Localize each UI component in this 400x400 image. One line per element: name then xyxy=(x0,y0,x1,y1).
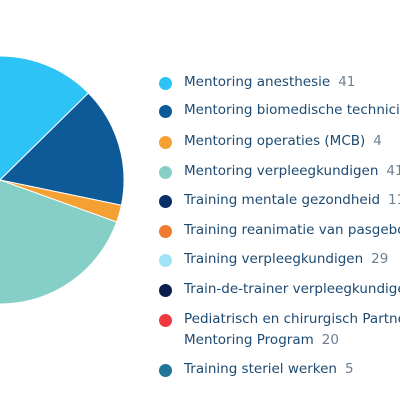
legend-label: Mentoring biomedische technici xyxy=(184,102,400,118)
legend-label: Mentoring verpleegkundigen 41 xyxy=(184,163,400,179)
legend-label: Mentoring Program 20 xyxy=(184,332,339,348)
legend-swatch xyxy=(159,254,172,267)
legend-swatch xyxy=(159,225,172,238)
legend-swatch xyxy=(159,136,172,149)
pie-slices xyxy=(0,55,125,305)
legend-swatch xyxy=(159,364,172,377)
legend-label: Mentoring operaties (MCB) 4 xyxy=(184,133,382,149)
legend-swatch xyxy=(159,105,172,118)
legend-label: Train-de-trainer verpleegkundige xyxy=(184,281,400,297)
legend-label: Training verpleegkundigen 29 xyxy=(184,251,389,267)
legend-label: Training reanimatie van pasgebo xyxy=(184,222,400,238)
legend-label: Mentoring anesthesie 41 xyxy=(184,74,356,90)
legend-swatch xyxy=(159,77,172,90)
pie-slice-mentoring-biomedische-technici[interactable] xyxy=(0,92,125,206)
legend-swatch xyxy=(159,166,172,179)
legend-label: Training mentale gezondheid11 xyxy=(184,192,400,208)
legend-swatch xyxy=(159,284,172,297)
legend-swatch xyxy=(159,314,172,327)
chart-legend: Mentoring anesthesie 41 Mentoring biomedi… xyxy=(159,0,400,400)
legend-swatch xyxy=(159,195,172,208)
legend-label: Pediatrisch en chirurgisch Partne xyxy=(184,311,400,327)
legend-label: Training steriel werken 5 xyxy=(184,361,354,377)
pie-slice-mentoring-verpleegkundigen[interactable] xyxy=(0,179,118,305)
pie-slice-mentoring-anesthesie[interactable] xyxy=(0,55,90,181)
